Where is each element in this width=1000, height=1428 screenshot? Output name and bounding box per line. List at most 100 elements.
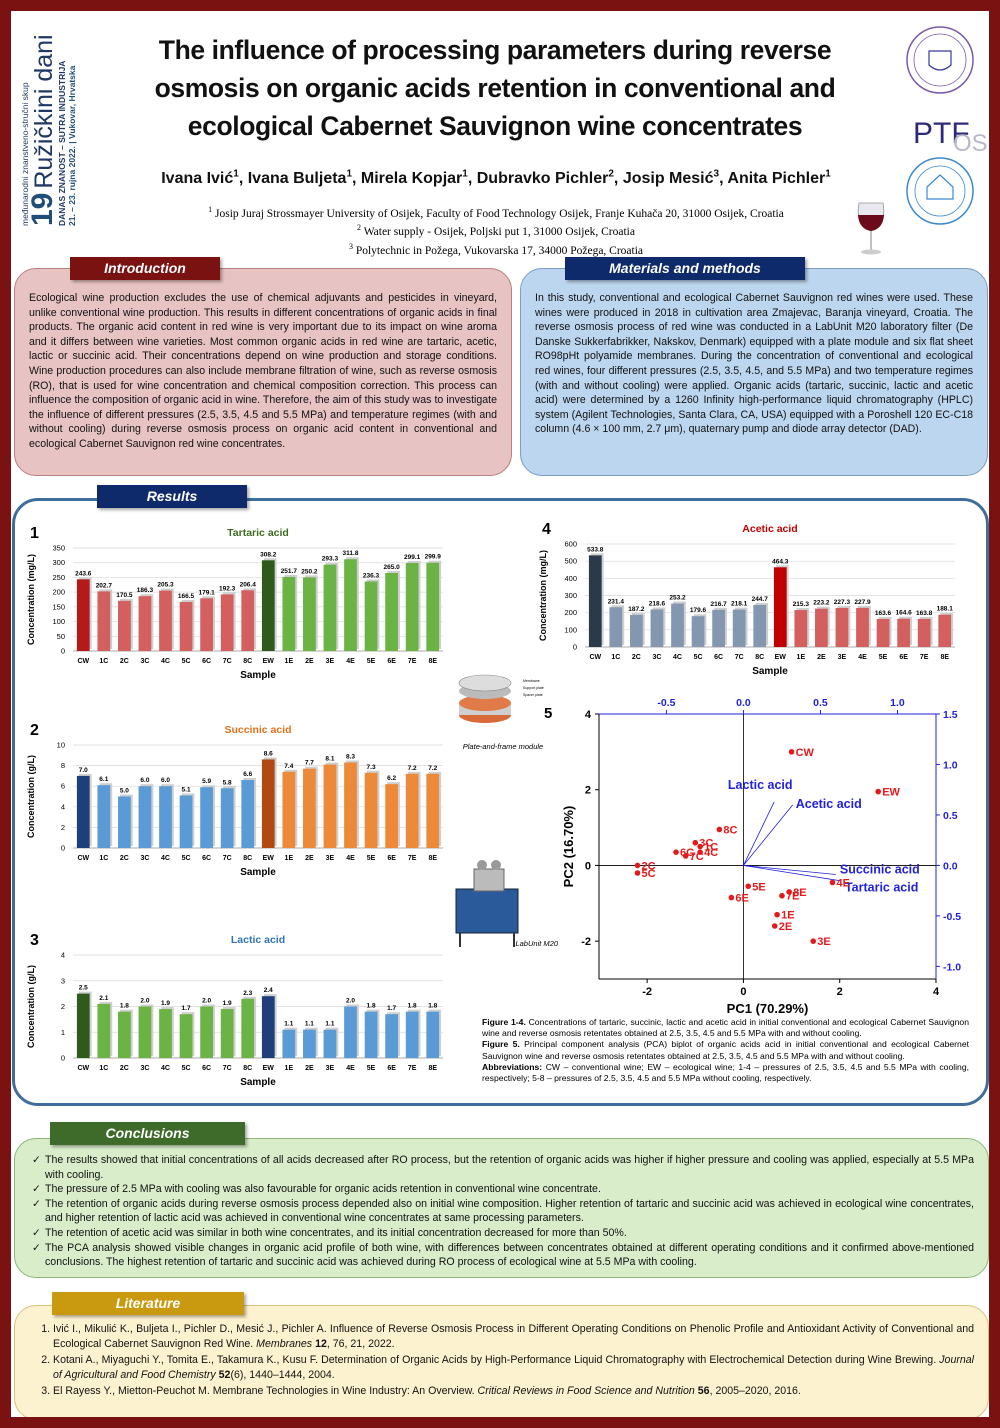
bar bbox=[118, 1011, 131, 1058]
value-label: 1.8 bbox=[408, 1003, 417, 1010]
bar bbox=[405, 773, 419, 848]
value-label: 2.0 bbox=[202, 998, 211, 1005]
value-label: 2.0 bbox=[346, 998, 355, 1005]
point-label: 6E bbox=[735, 893, 748, 905]
y-tick-label: 4 bbox=[61, 951, 65, 960]
logo-name-row: 19 Ružičkini dani bbox=[26, 26, 59, 226]
value-label: 202.7 bbox=[96, 582, 113, 589]
gauge bbox=[491, 860, 501, 870]
score-point bbox=[771, 923, 778, 929]
bar bbox=[179, 602, 193, 651]
x-tick-label: 5E bbox=[367, 658, 376, 665]
point-label: 4C bbox=[704, 847, 718, 859]
x-tick-label: 4 bbox=[933, 986, 940, 998]
y-axis-label: Concentration (g/L) bbox=[26, 755, 36, 838]
y-tick-label: 4 bbox=[585, 709, 592, 721]
x-tick-label: 3C bbox=[140, 658, 149, 665]
x-tick-label: EW bbox=[263, 855, 275, 862]
y-tick-label: -2 bbox=[581, 936, 591, 948]
bar bbox=[630, 614, 643, 647]
value-label: 5.8 bbox=[223, 779, 232, 786]
author: Ivana Buljeta1, bbox=[248, 169, 357, 187]
score-point bbox=[697, 843, 703, 850]
bar bbox=[261, 560, 275, 651]
bar bbox=[426, 773, 440, 848]
chart-number: 2 bbox=[30, 722, 39, 739]
reference-list: Ivić I., Mikulić K., Buljeta I., Pichler… bbox=[29, 1322, 974, 1399]
value-label: 231.4 bbox=[608, 598, 625, 605]
author-affiliation: 1 bbox=[346, 169, 352, 180]
score-point bbox=[634, 862, 641, 869]
y-tick-label: 200 bbox=[52, 588, 65, 597]
separator: , bbox=[719, 170, 724, 188]
bar bbox=[282, 771, 296, 848]
value-label: 299.9 bbox=[425, 554, 442, 561]
point-label: 1C bbox=[704, 842, 718, 854]
bar bbox=[261, 759, 275, 848]
reference: Ivić I., Mikulić K., Buljeta I., Pichler… bbox=[53, 1322, 974, 1351]
value-label: 206.4 bbox=[240, 581, 257, 588]
x-tick-label: 5C bbox=[182, 855, 191, 862]
y-tick-label: 2 bbox=[61, 823, 65, 832]
x-tick-label: EW bbox=[775, 654, 787, 661]
author-name: Mirela Kopjar bbox=[360, 170, 463, 188]
os-logo: OS bbox=[953, 130, 988, 157]
reference-volume: 12 bbox=[315, 1337, 327, 1350]
caption: Figure 1-4. Concentrations of tartaric, … bbox=[482, 1017, 969, 1039]
author: Dubravko Pichler2, bbox=[477, 169, 619, 188]
x-axis-label: Sample bbox=[240, 670, 276, 681]
conclusion: The retention of organic acids during re… bbox=[32, 1197, 974, 1226]
x2-tick-label: 0.5 bbox=[813, 697, 828, 709]
bar bbox=[220, 594, 234, 651]
value-label: 6.0 bbox=[161, 777, 170, 784]
chart-number: 4 bbox=[542, 521, 551, 538]
bar bbox=[344, 1006, 357, 1058]
x-tick-label: 5C bbox=[694, 654, 703, 661]
x-tick-label: 6C bbox=[202, 855, 211, 862]
y2-tick-label: 0.0 bbox=[943, 860, 958, 872]
x-tick-label: 4C bbox=[161, 658, 170, 665]
x-tick-label: 7E bbox=[920, 654, 929, 661]
value-label: 186.3 bbox=[137, 587, 154, 594]
value-label: 2.0 bbox=[140, 998, 149, 1005]
value-label: 8.1 bbox=[325, 756, 334, 763]
plate bbox=[459, 695, 511, 711]
x-tick-label: 2C bbox=[120, 855, 129, 862]
score-point bbox=[745, 883, 752, 890]
unit-body bbox=[455, 888, 519, 934]
value-label: 2.5 bbox=[79, 985, 88, 992]
y-axis-label: Concentration (mg/L) bbox=[538, 550, 548, 641]
value-label: 2.1 bbox=[99, 995, 108, 1002]
x2-tick-label: 1.0 bbox=[890, 697, 905, 709]
score-point bbox=[716, 826, 723, 833]
x-tick-label: CW bbox=[589, 654, 601, 661]
loading-label: Tartaric acid bbox=[845, 881, 918, 895]
plate bbox=[458, 674, 512, 692]
x-tick-label: 8E bbox=[940, 654, 949, 661]
reference-journal: Membranes bbox=[256, 1337, 313, 1350]
value-label: 192.3 bbox=[219, 585, 236, 592]
bar bbox=[179, 1014, 193, 1058]
literature-box: Ivić I., Mikulić K., Buljeta I., Pichler… bbox=[14, 1305, 989, 1417]
x2-tick-label: -0.5 bbox=[657, 697, 675, 709]
y-tick-label: 1 bbox=[61, 1028, 65, 1037]
point-label: 5C bbox=[642, 868, 656, 880]
x-tick-label: 1C bbox=[99, 855, 108, 862]
x-tick-label: 5E bbox=[367, 855, 376, 862]
y-tick-label: 150 bbox=[52, 602, 65, 611]
value-label: 533.8 bbox=[587, 546, 604, 553]
x-tick-label: 8E bbox=[428, 855, 437, 862]
reference-volume: 52 bbox=[218, 1368, 231, 1381]
introduction-box: Ecological wine production excludes the … bbox=[14, 268, 512, 476]
x-axis-label: Sample bbox=[752, 666, 788, 677]
score-point bbox=[673, 849, 679, 855]
author: Ivana Ivić1, bbox=[161, 169, 243, 187]
x-tick-label: 4E bbox=[346, 855, 355, 862]
value-label: 166.5 bbox=[178, 593, 195, 600]
x-tick-label: 1E bbox=[285, 1065, 294, 1072]
x-tick-label: 7E bbox=[408, 658, 417, 665]
bar bbox=[323, 564, 337, 651]
bar bbox=[303, 1029, 316, 1058]
separator: , bbox=[613, 170, 619, 188]
